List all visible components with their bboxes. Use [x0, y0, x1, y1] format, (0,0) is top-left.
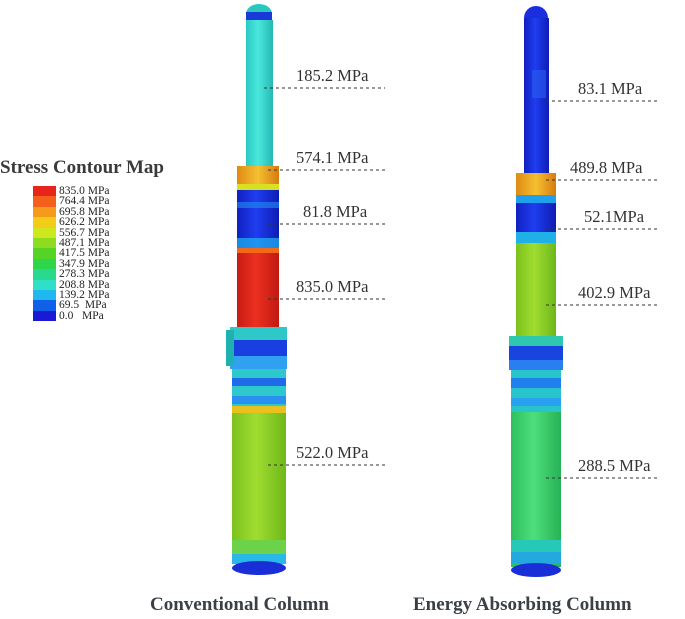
- leader-lines-right: [546, 100, 660, 479]
- legend-row: 208.8 MPa: [33, 278, 110, 291]
- legend-swatch: [33, 258, 56, 270]
- legend-row: 626.2 MPa: [33, 216, 110, 229]
- legend-label: 347.9 MPa: [59, 257, 110, 270]
- legend-swatch: [33, 248, 56, 259]
- annotation-conventional-red: 835.0 MPa: [296, 277, 369, 296]
- legend-swatch: [33, 310, 56, 322]
- leader-lines-left: [264, 87, 385, 466]
- energy-absorbing-column-model: [509, 6, 563, 577]
- legend-label: 0.0 MPa: [59, 309, 104, 322]
- legend-swatch: [33, 289, 56, 301]
- annotation-conventional-lower: 522.0 MPa: [296, 443, 369, 462]
- legend-swatch: [33, 279, 56, 290]
- legend-label: 208.8 MPa: [59, 278, 110, 291]
- legend-row: 764.4 MPa: [33, 195, 110, 208]
- legend-swatch: [33, 186, 56, 197]
- legend-row: 835.0 MPa: [33, 185, 110, 197]
- legend-row: 0.0 MPa: [33, 309, 109, 322]
- annotation-conventional-top: 185.2 MPa: [296, 66, 369, 85]
- caption-conventional: Conventional Column: [150, 594, 329, 615]
- legend-label: 835.0 MPa: [59, 185, 110, 197]
- conventional-column-model: [226, 4, 287, 575]
- annotation-energy-joint: 489.8 MPa: [570, 158, 643, 177]
- annotation-energy-top: 83.1 MPa: [578, 79, 643, 98]
- annotation-energy-blue: 52.1MPa: [584, 207, 645, 226]
- legend-row: 69.5 MPa: [33, 299, 109, 312]
- legend-swatch: [33, 237, 56, 249]
- legend-row: 417.5 MPa: [33, 247, 110, 260]
- legend-row: 347.9 MPa: [33, 257, 110, 270]
- legend-title: Stress Contour Map: [0, 157, 164, 178]
- legend-row: 556.7 MPa: [33, 226, 110, 239]
- legend-label: 417.5 MPa: [59, 247, 110, 260]
- legend-swatch: [33, 227, 56, 238]
- annotation-conventional-blue: 81.8 MPa: [303, 202, 368, 221]
- legend-row: 695.8 MPa: [33, 205, 110, 218]
- legend: 835.0 MPa 764.4 MPa 695.8 MPa 626.2 MPa 556.…: [33, 185, 110, 322]
- annotation-conventional-joint: 574.1 MPa: [296, 148, 369, 167]
- caption-energy-absorbing: Energy Absorbing Column: [413, 594, 632, 615]
- legend-label: 626.2 MPa: [59, 216, 110, 229]
- legend-row: 139.2 MPa: [33, 288, 110, 301]
- legend-swatch: [33, 206, 56, 218]
- legend-label: 69.5 MPa: [59, 299, 107, 312]
- legend-label: 764.4 MPa: [59, 195, 110, 208]
- legend-label: 139.2 MPa: [59, 288, 110, 301]
- legend-swatch: [33, 196, 56, 207]
- annotation-energy-green: 402.9 MPa: [578, 283, 651, 302]
- legend-row: 487.1 MPa: [33, 236, 110, 249]
- legend-label: 278.3 MPa: [59, 268, 110, 281]
- legend-label: 556.7 MPa: [59, 226, 110, 239]
- legend-swatch: [33, 217, 56, 228]
- legend-label: 487.1 MPa: [59, 236, 110, 249]
- legend-swatch: [33, 300, 56, 311]
- legend-row: 278.3 MPa: [33, 268, 110, 281]
- legend-label: 695.8 MPa: [59, 205, 110, 218]
- legend-swatch: [33, 269, 56, 280]
- annotation-energy-lower: 288.5 MPa: [578, 456, 651, 475]
